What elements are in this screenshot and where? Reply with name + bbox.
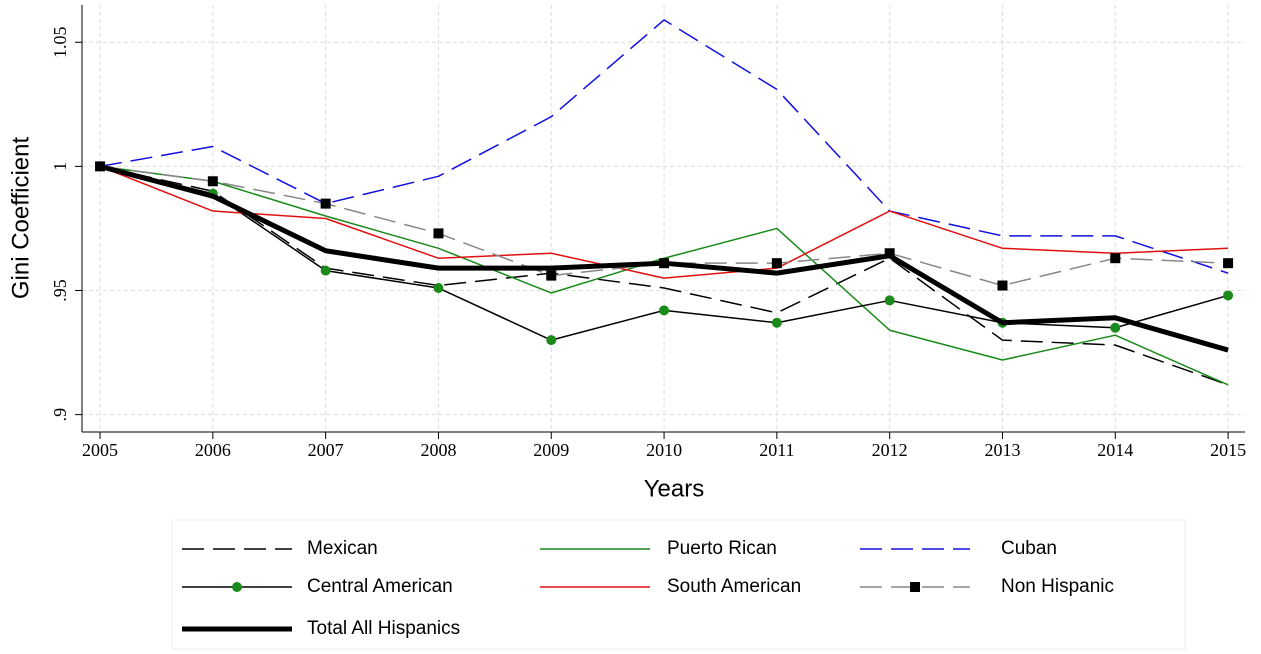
legend-label: Total All Hispanics xyxy=(307,618,460,639)
y-tick-label: .9 xyxy=(50,408,70,422)
marker xyxy=(771,317,782,328)
x-tick-label: 2013 xyxy=(984,440,1020,460)
marker xyxy=(1110,322,1121,333)
marker xyxy=(546,335,557,346)
legend-box xyxy=(171,519,1186,650)
marker xyxy=(1223,290,1234,301)
x-tick-label: 2015 xyxy=(1210,440,1246,460)
y-axis-title: Gini Coefficient xyxy=(7,137,34,300)
x-tick-label: 2007 xyxy=(308,440,344,460)
marker xyxy=(320,198,331,209)
marker xyxy=(1223,258,1234,269)
marker xyxy=(232,582,242,592)
marker xyxy=(320,265,331,276)
x-tick-label: 2010 xyxy=(646,440,682,460)
series-line xyxy=(99,19,1229,274)
legend-label: Cuban xyxy=(1001,538,1057,559)
x-tick-label: 2011 xyxy=(759,440,794,460)
marker xyxy=(997,280,1008,291)
x-tick-label: 2009 xyxy=(533,440,569,460)
x-tick-label: 2012 xyxy=(872,440,908,460)
marker xyxy=(910,582,920,592)
x-tick-label: 2006 xyxy=(195,440,231,460)
y-tick-label: .95 xyxy=(50,279,70,302)
marker xyxy=(884,295,895,306)
legend-label: Non Hispanic xyxy=(1001,576,1114,597)
legend-label: Central American xyxy=(307,576,453,597)
series-line xyxy=(99,165,1229,386)
marker xyxy=(1110,253,1121,264)
marker xyxy=(771,258,782,269)
series-line xyxy=(99,163,1229,353)
legend-label: South American xyxy=(667,576,801,597)
marker xyxy=(433,228,444,239)
legend-label: Puerto Rican xyxy=(667,538,777,559)
series-line xyxy=(99,165,1229,279)
marker xyxy=(546,270,557,281)
series-line xyxy=(99,165,1229,386)
legend-label: Mexican xyxy=(307,538,378,559)
x-axis-title: Years xyxy=(644,475,705,502)
marker xyxy=(207,176,218,187)
marker xyxy=(433,283,444,294)
marker xyxy=(659,305,670,316)
x-tick-label: 2014 xyxy=(1097,440,1133,460)
y-tick-label: 1 xyxy=(50,162,70,171)
x-tick-label: 2005 xyxy=(82,440,118,460)
x-tick-label: 2008 xyxy=(420,440,456,460)
y-tick-label: 1.05 xyxy=(50,26,70,58)
